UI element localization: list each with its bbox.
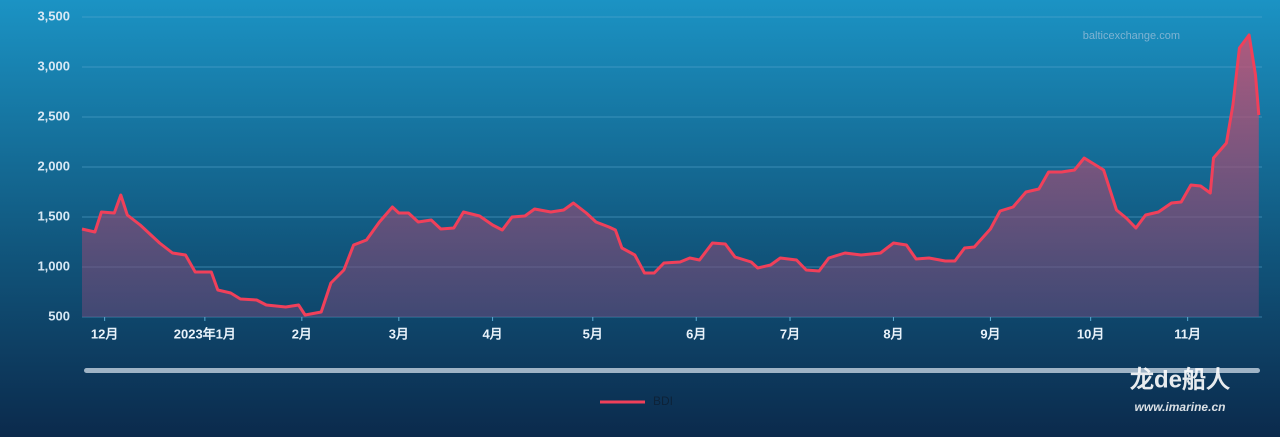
x-tick-label: 7月 <box>780 326 800 341</box>
x-tick-label: 12月 <box>91 326 118 341</box>
x-tick-label: 9月 <box>980 326 1000 341</box>
x-tick-label: 5月 <box>583 326 603 341</box>
x-tick-label: 8月 <box>883 326 903 341</box>
x-tick-label: 10月 <box>1077 326 1104 341</box>
y-tick-label: 1,000 <box>37 258 70 273</box>
x-tick-label: 6月 <box>686 326 706 341</box>
watermark-url: www.imarine.cn <box>1135 400 1226 414</box>
watermark: 龙de船人 <box>1130 365 1230 393</box>
y-tick-label: 1,500 <box>37 208 70 223</box>
y-tick-label: 3,500 <box>37 8 70 23</box>
source-note: balticexchange.com <box>1083 30 1180 42</box>
y-tick-label: 2,500 <box>37 108 70 123</box>
y-tick-label: 2,000 <box>37 158 70 173</box>
line <box>81 33 1261 317</box>
y-tick-label: 500 <box>48 308 70 323</box>
x-tick-label: 2月 <box>292 326 312 341</box>
scrollbar[interactable] <box>84 368 1260 373</box>
y-tick-label: 3,000 <box>37 58 70 73</box>
x-tick-label: 11月 <box>1174 326 1201 341</box>
x-tick-label: 3月 <box>389 326 409 341</box>
x-tick-label: 2023年1月 <box>174 326 236 341</box>
legend-label[interactable]: BDI <box>653 394 673 408</box>
area <box>82 35 1259 317</box>
x-tick-label: 4月 <box>482 326 502 341</box>
